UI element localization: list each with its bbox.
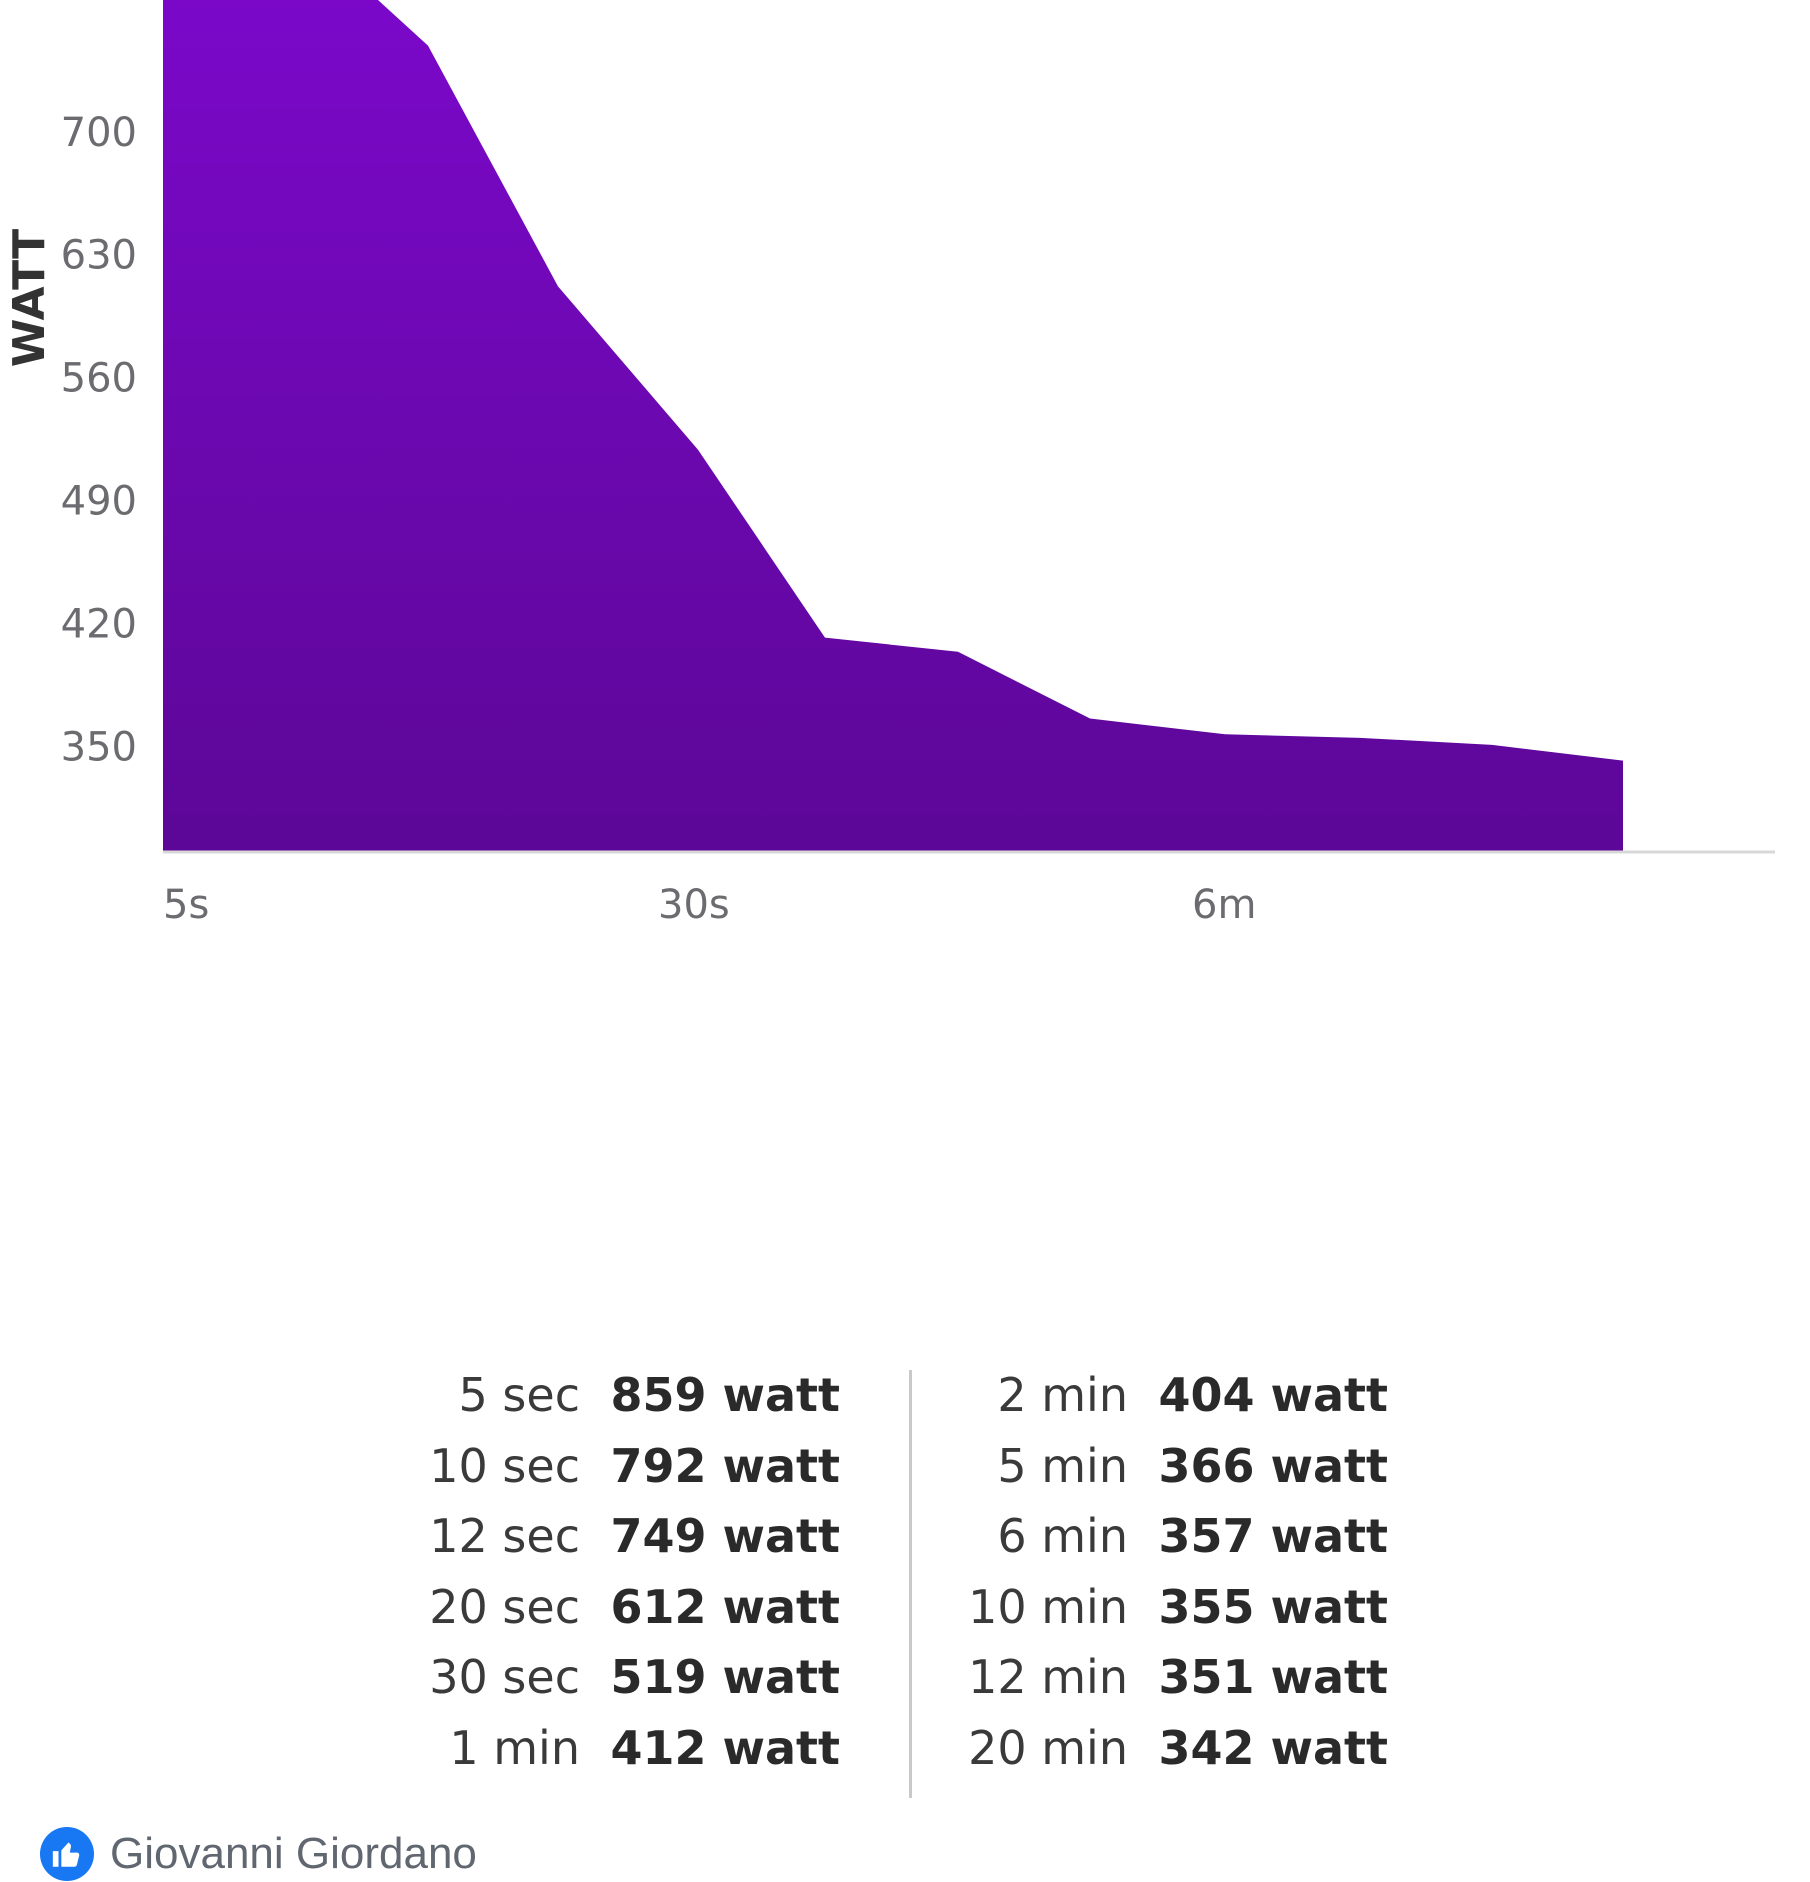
reaction-footer[interactable]: Giovanni Giordano	[40, 1826, 477, 1882]
stats-power: 749 watt	[610, 1509, 840, 1563]
stats-row: 2 min 404 watt	[928, 1365, 1388, 1425]
stats-row: 5 min 366 watt	[928, 1436, 1388, 1496]
stats-duration: 6 min	[997, 1509, 1128, 1563]
stats-power: 404 watt	[1158, 1368, 1388, 1422]
stats-duration: 20 min	[968, 1720, 1128, 1775]
power-curve-chart: 700 630 560 490 420 350 WATT 5s 30s 6m	[4, 0, 1775, 928]
stats-duration: 1 min	[449, 1720, 580, 1775]
stats-duration: 5 sec	[458, 1368, 580, 1422]
stats-row: 6 min 357 watt	[928, 1506, 1388, 1566]
stats-power: 366 watt	[1158, 1438, 1388, 1493]
power-area-series	[163, 0, 1623, 852]
stats-row: 30 sec 519 watt	[380, 1647, 840, 1707]
y-tick-label: 630	[61, 233, 137, 279]
stats-row: 10 sec 792 watt	[380, 1436, 840, 1496]
y-tick-label: 420	[61, 602, 137, 648]
stats-row: 12 min 351 watt	[928, 1647, 1388, 1707]
stats-duration: 5 min	[997, 1438, 1128, 1493]
y-tick-label: 350	[61, 725, 137, 771]
stats-divider	[909, 1370, 912, 1798]
stats-power: 859 watt	[610, 1368, 840, 1422]
stats-row: 20 sec 612 watt	[380, 1577, 840, 1637]
stats-row: 20 min 342 watt	[928, 1718, 1388, 1778]
stats-duration: 10 min	[968, 1579, 1128, 1634]
stats-power: 342 watt	[1158, 1720, 1388, 1775]
y-tick-label: 560	[61, 356, 137, 402]
x-tick-label: 30s	[658, 882, 730, 928]
power-stats-table: 5 sec 859 watt 10 sec 792 watt 12 sec 749 wat…	[380, 1365, 1430, 1805]
stats-row: 12 sec 749 watt	[380, 1506, 840, 1566]
stats-power: 412 watt	[610, 1720, 840, 1775]
stats-power: 357 watt	[1158, 1509, 1388, 1563]
stats-column-right: 2 min 404 watt 5 min 366 watt 6 min 357 watt 1…	[928, 1365, 1388, 1805]
stats-duration: 10 sec	[429, 1438, 580, 1493]
stats-power: 519 watt	[610, 1650, 840, 1704]
stats-power: 612 watt	[610, 1579, 840, 1634]
stats-row: 1 min 412 watt	[380, 1718, 840, 1778]
stats-duration: 12 min	[968, 1650, 1128, 1704]
stats-row: 5 sec 859 watt	[380, 1365, 840, 1425]
y-tick-label: 700	[61, 110, 137, 156]
thumbs-up-icon[interactable]	[40, 1827, 94, 1881]
y-axis-label: WATT	[4, 229, 55, 367]
x-tick-label: 6m	[1192, 882, 1256, 928]
y-axis-ticks: 700 630 560 490 420 350	[61, 110, 137, 771]
x-axis-ticks: 5s 30s 6m	[163, 882, 1256, 928]
stats-column-left: 5 sec 859 watt 10 sec 792 watt 12 sec 749 wat…	[380, 1365, 840, 1805]
stats-duration: 20 sec	[429, 1579, 580, 1634]
stats-duration: 12 sec	[429, 1509, 580, 1563]
stats-duration: 30 sec	[429, 1650, 580, 1704]
stats-duration: 2 min	[997, 1368, 1128, 1422]
stats-power: 355 watt	[1158, 1579, 1388, 1634]
stats-power: 792 watt	[610, 1438, 840, 1493]
stats-power: 351 watt	[1158, 1650, 1388, 1704]
x-tick-label: 5s	[163, 882, 209, 928]
author-name[interactable]: Giovanni Giordano	[110, 1829, 477, 1878]
y-tick-label: 490	[61, 479, 137, 525]
stats-row: 10 min 355 watt	[928, 1577, 1388, 1637]
